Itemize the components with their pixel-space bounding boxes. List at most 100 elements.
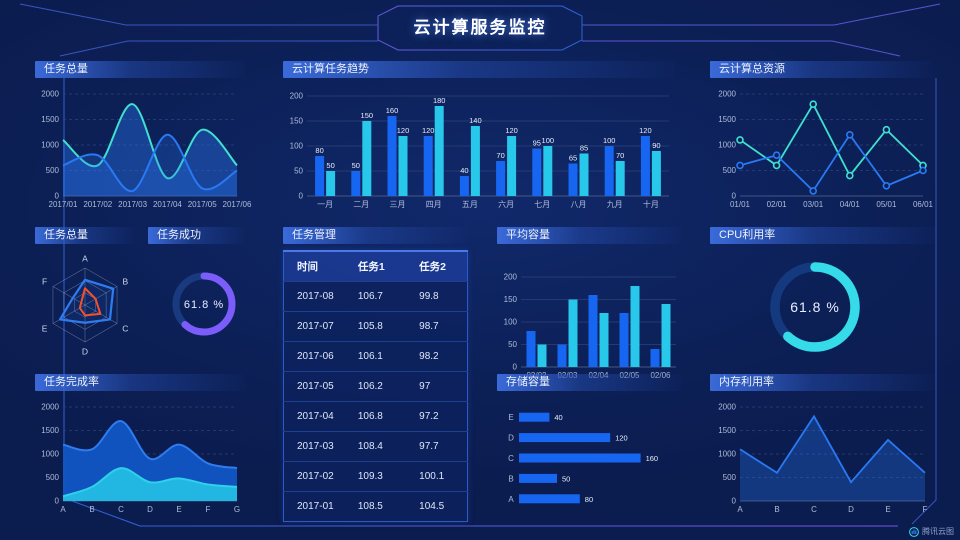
svg-text:120: 120 xyxy=(422,126,435,135)
svg-text:100: 100 xyxy=(542,136,555,145)
svg-text:65: 65 xyxy=(569,154,577,163)
svg-text:50: 50 xyxy=(326,161,334,170)
svg-text:九月: 九月 xyxy=(607,200,623,209)
svg-text:1000: 1000 xyxy=(718,450,736,459)
brand-logo[interactable]: 腾讯云图 xyxy=(909,526,954,537)
svg-text:120: 120 xyxy=(397,126,410,135)
svg-text:0: 0 xyxy=(55,497,60,506)
svg-text:61.8 %: 61.8 % xyxy=(184,299,224,311)
svg-text:120: 120 xyxy=(615,434,628,443)
panel-title-completion-rate: 任务完成率 xyxy=(35,374,245,391)
svg-text:2000: 2000 xyxy=(718,90,736,99)
svg-text:G: G xyxy=(234,505,240,514)
panel-title-avg-capacity: 平均容量 xyxy=(497,227,682,244)
svg-text:0: 0 xyxy=(732,497,737,506)
svg-text:02/01: 02/01 xyxy=(767,200,788,209)
svg-text:50: 50 xyxy=(352,161,360,170)
svg-text:D: D xyxy=(82,347,88,357)
svg-text:40: 40 xyxy=(554,413,562,422)
svg-text:E: E xyxy=(885,505,890,514)
table-header-cell: 时间 xyxy=(283,250,345,282)
svg-text:50: 50 xyxy=(508,340,517,349)
svg-text:2000: 2000 xyxy=(41,90,59,99)
svg-text:1500: 1500 xyxy=(41,115,59,124)
panel-task-success: 任务成功 61.8 % xyxy=(148,227,245,346)
table-cell: 97.2 xyxy=(406,401,468,432)
task-success-donut: 61.8 % xyxy=(172,272,236,336)
panel-cloud-task-trend: 云计算任务趋势 0 50 100 150 200 一月 二月 三月 四月 五月 六月 七月 八月 九月 十月… xyxy=(283,61,675,214)
table-cell: 105.8 xyxy=(344,311,407,342)
avg-capacity-bar-chart: 05010015020002/0202/0302/0402/0502/06 xyxy=(504,273,676,380)
svg-text:150: 150 xyxy=(361,111,374,120)
svg-text:F: F xyxy=(923,505,928,514)
panel-cpu-usage: CPU利用率 61.8 % xyxy=(710,227,935,370)
table-header-row: 时间 任务1 任务2 xyxy=(283,250,468,282)
svg-text:E: E xyxy=(508,413,513,422)
svg-text:120: 120 xyxy=(505,126,518,135)
table-cell: 104.5 xyxy=(406,491,468,522)
svg-text:100: 100 xyxy=(504,318,518,327)
svg-text:B: B xyxy=(123,277,129,287)
svg-text:十月: 十月 xyxy=(643,199,659,209)
svg-text:95: 95 xyxy=(533,139,541,148)
svg-text:1500: 1500 xyxy=(41,426,59,435)
svg-text:0: 0 xyxy=(513,363,518,372)
table-header-cell: 任务1 xyxy=(344,250,407,282)
page-title: 云计算服务监控 xyxy=(413,18,547,37)
svg-text:500: 500 xyxy=(46,166,60,175)
svg-text:150: 150 xyxy=(290,117,304,126)
svg-text:200: 200 xyxy=(504,273,518,282)
panel-storage-capacity: 存储容量 E 40 D 120 C 160 B 50 A 80 xyxy=(497,374,682,515)
svg-text:1000: 1000 xyxy=(41,141,59,150)
table-cell: 2017-02 xyxy=(283,461,345,492)
svg-text:F: F xyxy=(206,505,211,514)
svg-text:70: 70 xyxy=(496,151,504,160)
svg-text:A: A xyxy=(737,505,743,514)
svg-text:C: C xyxy=(122,323,128,333)
svg-text:180: 180 xyxy=(433,96,446,105)
svg-text:六月: 六月 xyxy=(498,199,514,209)
table-row: 2017-07 105.8 98.7 xyxy=(283,311,468,342)
table-cell: 106.8 xyxy=(344,401,407,432)
svg-text:D: D xyxy=(508,434,514,443)
svg-text:二月: 二月 xyxy=(353,200,369,209)
table-cell: 106.2 xyxy=(344,371,407,402)
table-cell: 97 xyxy=(406,371,468,402)
svg-text:F: F xyxy=(42,277,47,287)
table-cell: 97.7 xyxy=(406,431,468,462)
svg-text:八月: 八月 xyxy=(571,200,587,209)
svg-text:200: 200 xyxy=(290,92,304,101)
svg-text:140: 140 xyxy=(469,116,482,125)
svg-text:D: D xyxy=(848,505,854,514)
svg-text:1500: 1500 xyxy=(718,426,736,435)
svg-text:五月: 五月 xyxy=(462,200,478,209)
table-row: 2017-01 108.5 104.5 xyxy=(283,491,468,522)
svg-text:1000: 1000 xyxy=(718,141,736,150)
memory-usage-line-chart: 0 500 1000 1500 2000 A B C D E F xyxy=(718,403,928,515)
svg-text:0: 0 xyxy=(55,192,60,201)
svg-text:A: A xyxy=(508,495,514,504)
svg-text:90: 90 xyxy=(652,141,660,150)
svg-text:50: 50 xyxy=(294,167,303,176)
svg-text:C: C xyxy=(118,505,124,514)
svg-text:80: 80 xyxy=(315,146,323,155)
svg-text:2017/01: 2017/01 xyxy=(49,200,78,209)
table-cell: 108.5 xyxy=(344,491,407,522)
svg-text:100: 100 xyxy=(290,142,304,151)
panel-title-storage-capacity: 存储容量 xyxy=(497,374,682,391)
svg-text:2017/06: 2017/06 xyxy=(223,200,252,209)
svg-text:E: E xyxy=(42,323,48,333)
panel-title-task-radar: 任务总量 xyxy=(35,227,135,244)
cpu-usage-donut: 61.8 % xyxy=(770,262,860,352)
table-cell: 2017-07 xyxy=(283,311,345,342)
svg-text:100: 100 xyxy=(603,136,616,145)
table-cell: 2017-01 xyxy=(283,491,345,522)
table-row: 2017-08 106.7 99.8 xyxy=(283,281,468,312)
svg-text:C: C xyxy=(811,505,817,514)
table-cell: 2017-06 xyxy=(283,341,345,372)
panel-title-task-success: 任务成功 xyxy=(148,227,245,244)
table-cell: 99.8 xyxy=(406,281,468,312)
svg-text:160: 160 xyxy=(386,106,399,115)
panel-task-management: 任务管理 时间 任务1 任务2 2017-08 106.7 99.8 2017-07 105.… xyxy=(283,227,468,522)
